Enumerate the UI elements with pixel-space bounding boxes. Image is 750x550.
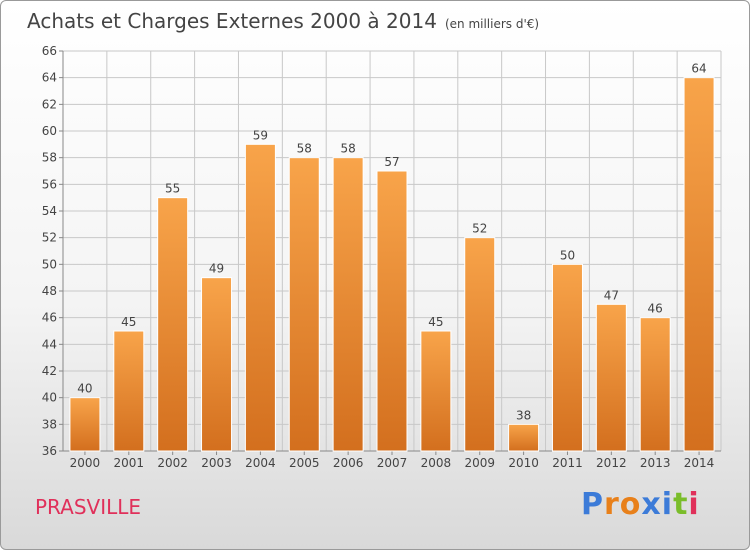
value-label: 52: [472, 222, 487, 236]
x-tick-label: 2004: [245, 456, 276, 470]
x-tick-label: 2010: [508, 456, 539, 470]
bar-2008[interactable]: [420, 330, 452, 452]
y-tick-label: 48: [42, 284, 57, 298]
bar-2014[interactable]: [683, 77, 715, 452]
title-text: Achats et Charges Externes 2000 à 2014: [27, 9, 437, 33]
value-label: 55: [165, 182, 180, 196]
y-tick-label: 42: [42, 364, 57, 378]
value-label: 46: [648, 302, 663, 316]
x-tick-label: 2003: [201, 456, 232, 470]
y-tick-label: 52: [42, 231, 57, 245]
logo-letter: i: [688, 487, 700, 522]
value-label: 59: [253, 128, 268, 142]
value-label: 40: [77, 382, 92, 396]
y-tick-label: 56: [42, 177, 57, 191]
logo-letter: t: [673, 487, 689, 522]
x-tick-label: 2013: [640, 456, 671, 470]
bar-2001[interactable]: [113, 330, 145, 452]
bar-2006[interactable]: [332, 157, 364, 452]
x-tick-label: 2014: [684, 456, 715, 470]
y-tick-label: 38: [42, 417, 57, 431]
value-label: 49: [209, 262, 224, 276]
x-tick-label: 2000: [70, 456, 101, 470]
x-tick-label: 2007: [377, 456, 408, 470]
bar-2003[interactable]: [201, 277, 233, 452]
bar-2013[interactable]: [639, 317, 671, 452]
y-tick-label: 36: [42, 444, 57, 458]
commune-name: PRASVILLE: [35, 495, 142, 519]
x-tick-label: 2005: [289, 456, 320, 470]
logo-letter: o: [619, 487, 642, 522]
y-tick-label: 62: [42, 97, 57, 111]
logo-letter: i: [661, 487, 674, 522]
unit-label: (en milliers d'€): [444, 17, 540, 31]
logo-letter: P: [581, 487, 604, 522]
x-tick-label: 2012: [596, 456, 627, 470]
value-label: 58: [297, 142, 312, 156]
bar-2007[interactable]: [376, 170, 408, 452]
y-tick-label: 44: [42, 337, 57, 351]
bar-2005[interactable]: [288, 157, 320, 452]
value-label: 45: [428, 315, 443, 329]
x-tick-label: 2002: [157, 456, 188, 470]
bar-2004[interactable]: [244, 143, 276, 452]
value-label: 38: [516, 408, 531, 422]
bar-2009[interactable]: [464, 237, 496, 452]
y-tick-label: 50: [42, 257, 57, 271]
value-label: 45: [121, 315, 136, 329]
y-tick-label: 60: [42, 124, 57, 138]
value-label: 50: [560, 248, 575, 262]
x-tick-label: 2009: [464, 456, 495, 470]
y-tick-label: 40: [42, 391, 57, 405]
y-tick-label: 58: [42, 151, 57, 165]
value-label: 57: [384, 155, 399, 169]
y-tick-label: 66: [42, 44, 57, 58]
bar-2011[interactable]: [551, 263, 583, 452]
y-tick-label: 46: [42, 311, 57, 325]
bars-layer: [69, 77, 715, 452]
value-label: 58: [340, 142, 355, 156]
bar-2000[interactable]: [69, 397, 101, 452]
value-label: 47: [604, 288, 619, 302]
y-tick-label: 64: [42, 71, 57, 85]
value-label: 64: [691, 62, 706, 76]
bar-2010[interactable]: [508, 423, 540, 452]
labels-layer: 36 38 40 42 44 46 48 50 52 54 56 58 60 62 64 66 40 2000 45…: [42, 44, 715, 470]
x-tick-label: 2001: [114, 456, 145, 470]
x-tick-label: 2008: [421, 456, 452, 470]
bar-2002[interactable]: [157, 197, 189, 452]
logo-letter: r: [604, 487, 620, 522]
proxiti-logo[interactable]: Proxiti: [581, 487, 700, 522]
chart-title: Achats et Charges Externes 2000 à 2014 (e…: [27, 9, 539, 33]
bar-2012[interactable]: [595, 303, 627, 452]
x-tick-label: 2006: [333, 456, 364, 470]
y-tick-label: 54: [42, 204, 57, 218]
logo-letter: x: [641, 487, 662, 522]
x-tick-label: 2011: [552, 456, 583, 470]
